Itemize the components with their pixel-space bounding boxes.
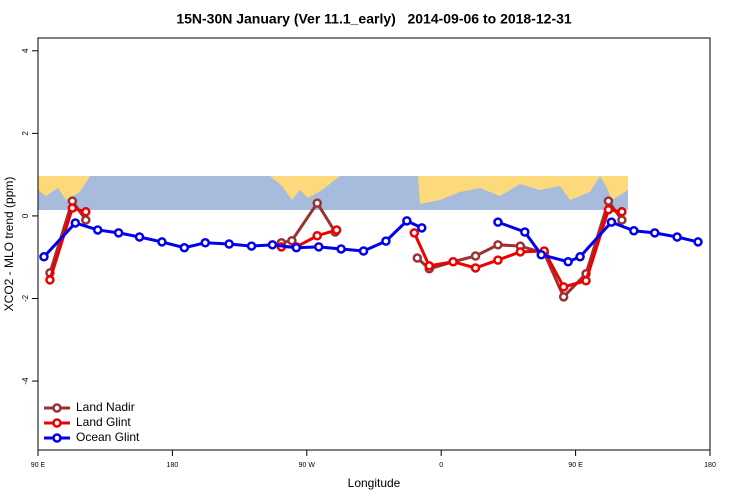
data-point bbox=[331, 225, 342, 235]
data-point bbox=[470, 251, 481, 261]
data-point bbox=[81, 207, 91, 217]
x-tick-label: 90 E bbox=[31, 462, 46, 469]
legend-label: Land Nadir bbox=[76, 400, 135, 414]
data-point bbox=[693, 237, 703, 247]
land bbox=[270, 176, 340, 200]
data-point bbox=[558, 282, 569, 292]
data-point bbox=[336, 244, 346, 254]
data-point bbox=[267, 240, 278, 250]
data-point bbox=[629, 226, 639, 236]
land bbox=[600, 176, 628, 200]
data-point bbox=[200, 238, 211, 248]
data-point bbox=[291, 242, 302, 253]
data-point bbox=[358, 246, 369, 256]
data-point bbox=[603, 196, 614, 206]
data-point bbox=[412, 253, 423, 263]
y-tick-label: -4 bbox=[21, 377, 30, 385]
data-point bbox=[381, 236, 391, 246]
data-point bbox=[606, 217, 617, 227]
data-point bbox=[224, 239, 234, 249]
data-point bbox=[575, 252, 585, 262]
data-point bbox=[70, 218, 81, 228]
data-point bbox=[617, 207, 627, 217]
data-point bbox=[448, 257, 458, 267]
plot-frame bbox=[37, 37, 711, 451]
legend-label: Land Glint bbox=[76, 415, 131, 429]
land bbox=[418, 176, 600, 204]
data-point bbox=[493, 255, 503, 265]
data-point bbox=[313, 242, 324, 252]
data-point bbox=[134, 232, 145, 242]
y-tick-label: 4 bbox=[21, 48, 30, 53]
x-axis-label: Longitude bbox=[348, 476, 401, 490]
x-tick-label: 180 bbox=[704, 462, 716, 469]
data-point bbox=[424, 261, 435, 271]
data-point bbox=[493, 217, 503, 227]
map-strip bbox=[38, 176, 628, 210]
data-point bbox=[515, 247, 526, 257]
data-point bbox=[81, 215, 91, 225]
data-point bbox=[672, 232, 682, 242]
data-point bbox=[581, 275, 591, 286]
data-point bbox=[409, 228, 420, 238]
x-tick-label: 90 E bbox=[568, 462, 583, 469]
chart-title: 15N-30N January (Ver 11.1_early) 2014-09… bbox=[176, 11, 572, 27]
x-tick-label: 0 bbox=[439, 462, 443, 469]
data-point bbox=[45, 275, 55, 285]
data-point bbox=[563, 257, 573, 267]
data-point bbox=[312, 198, 323, 208]
legend-marker bbox=[52, 403, 62, 413]
data-point bbox=[520, 227, 530, 237]
data-point bbox=[287, 235, 297, 246]
x-tick-label: 90 W bbox=[299, 462, 316, 469]
legend-marker bbox=[52, 418, 62, 428]
y-axis-label: XCO2 - MLO trend (ppm) bbox=[2, 177, 16, 312]
data-point bbox=[417, 223, 427, 233]
y-tick-label: 0 bbox=[21, 213, 30, 218]
data-point bbox=[402, 216, 412, 226]
data-point bbox=[179, 242, 190, 253]
data-point bbox=[113, 228, 124, 238]
legend-marker bbox=[52, 433, 62, 443]
x-tick-label: 180 bbox=[167, 462, 179, 469]
data-point bbox=[246, 241, 257, 251]
data-point bbox=[312, 230, 323, 241]
data-point bbox=[649, 228, 660, 238]
data-point bbox=[92, 225, 103, 235]
land bbox=[38, 176, 90, 200]
data-point bbox=[617, 215, 627, 225]
y-tick-label: 2 bbox=[21, 131, 30, 136]
data-point bbox=[493, 240, 503, 250]
data-point bbox=[470, 263, 481, 273]
y-tick-label: -2 bbox=[21, 294, 30, 302]
data-point bbox=[39, 252, 49, 262]
data-point bbox=[603, 204, 614, 215]
data-point bbox=[536, 249, 547, 260]
legend-label: Ocean Glint bbox=[76, 430, 140, 444]
data-point bbox=[67, 203, 78, 213]
data-point bbox=[558, 292, 569, 302]
data-point bbox=[157, 237, 167, 247]
